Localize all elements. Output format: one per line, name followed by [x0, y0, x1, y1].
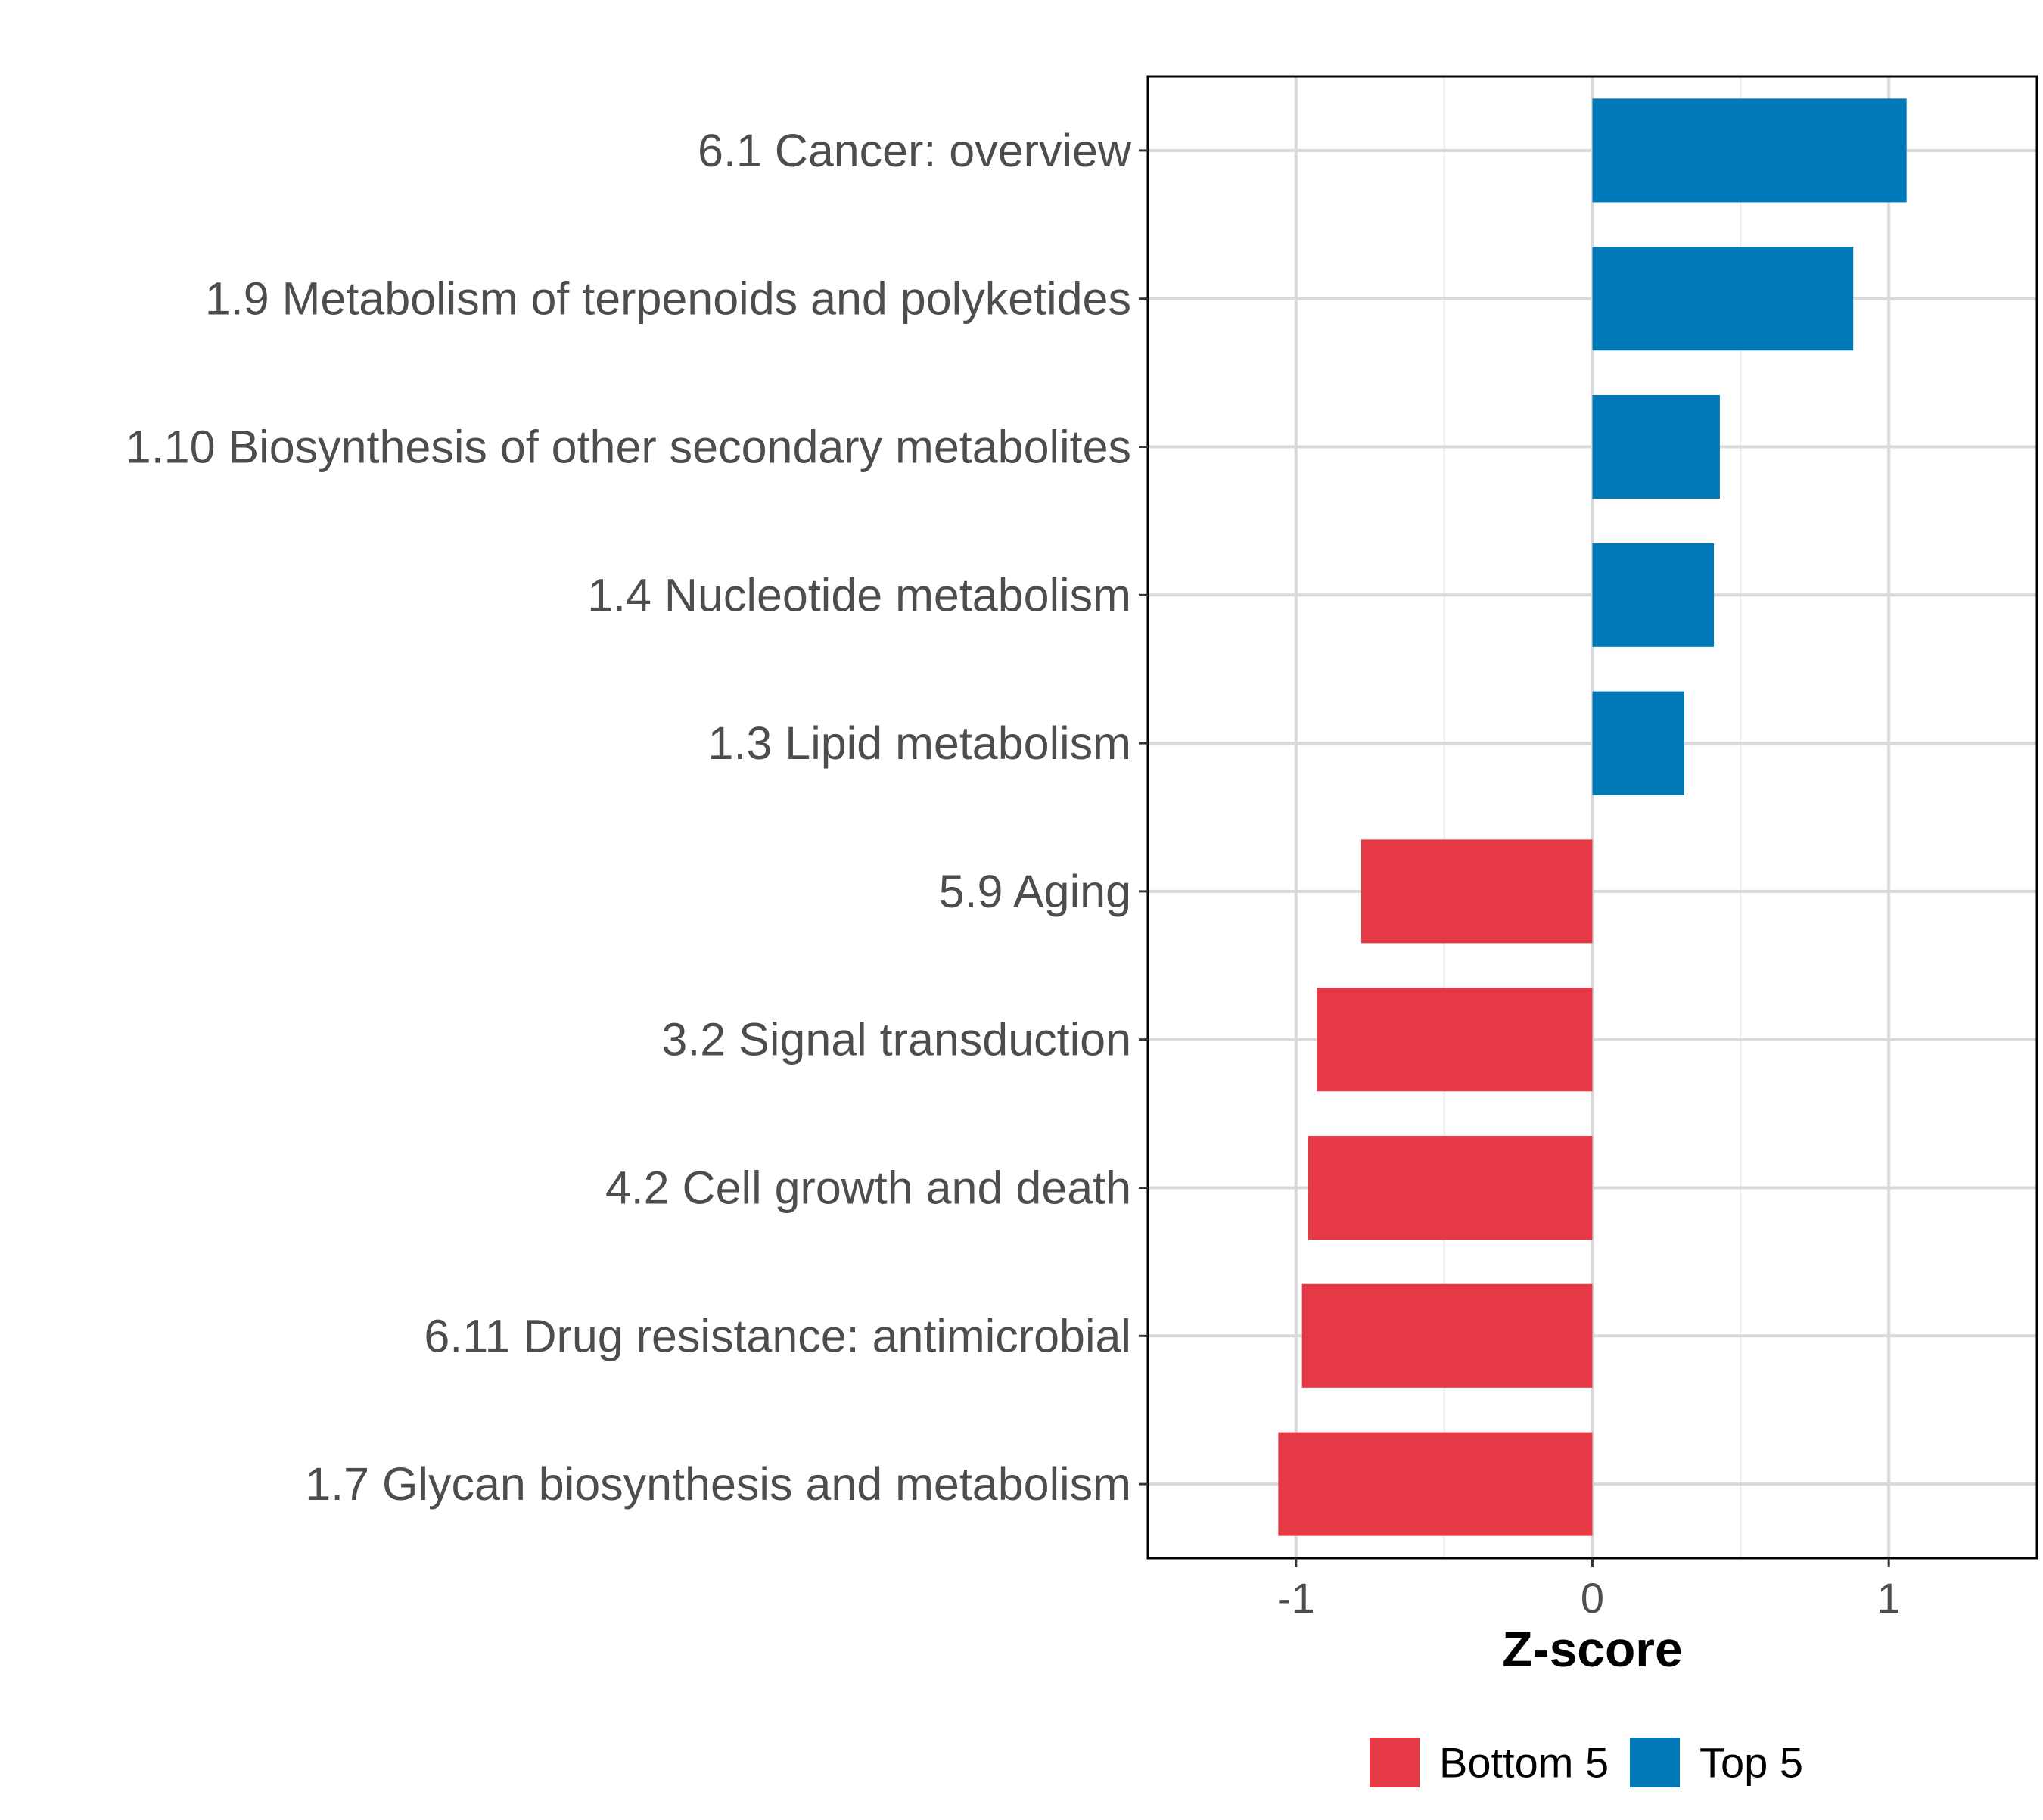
bars: [1278, 98, 1907, 1536]
x-tick-label: -1: [1277, 1574, 1315, 1622]
y-tick-label: 1.3 Lipid metabolism: [708, 717, 1131, 769]
bar: [1308, 1135, 1593, 1240]
bar: [1301, 1283, 1593, 1388]
y-tick-label: 1.4 Nucleotide metabolism: [587, 569, 1131, 621]
y-tick-label: 4.2 Cell growth and death: [605, 1162, 1131, 1214]
y-tick-label: 6.11 Drug resistance: antimicrobial: [424, 1310, 1131, 1361]
x-axis: -1 0 1: [1277, 1558, 1901, 1622]
legend: Bottom 5 Top 5: [1370, 1738, 1803, 1787]
y-tick-label: 1.10 Biosynthesis of other secondary met…: [126, 422, 1131, 473]
bar: [1592, 247, 1854, 351]
legend-swatch: [1630, 1738, 1680, 1787]
bar: [1361, 839, 1593, 944]
bar: [1317, 988, 1593, 1092]
x-axis-title: Z-score: [1502, 1621, 1682, 1677]
bar: [1592, 98, 1907, 203]
y-tick-label: 6.1 Cancer: overview: [698, 125, 1132, 176]
y-tick-label: 1.7 Glycan biosynthesis and metabolism: [305, 1458, 1131, 1510]
y-tick-label: 5.9 Aging: [939, 866, 1131, 917]
bar: [1592, 691, 1684, 795]
bar: [1278, 1432, 1593, 1536]
y-tick-label: 3.2 Signal transduction: [661, 1014, 1131, 1066]
bar: [1592, 543, 1715, 647]
legend-swatch: [1370, 1738, 1420, 1787]
y-tick-label: 1.9 Metabolism of terpenoids and polyket…: [205, 273, 1131, 325]
legend-label: Bottom 5: [1439, 1739, 1609, 1787]
bar: [1592, 394, 1720, 499]
x-tick-label: 0: [1581, 1574, 1604, 1622]
legend-label: Top 5: [1699, 1739, 1803, 1787]
x-tick-label: 1: [1877, 1574, 1901, 1622]
y-axis: 6.1 Cancer: overview 1.9 Metabolism of te…: [126, 125, 1148, 1510]
